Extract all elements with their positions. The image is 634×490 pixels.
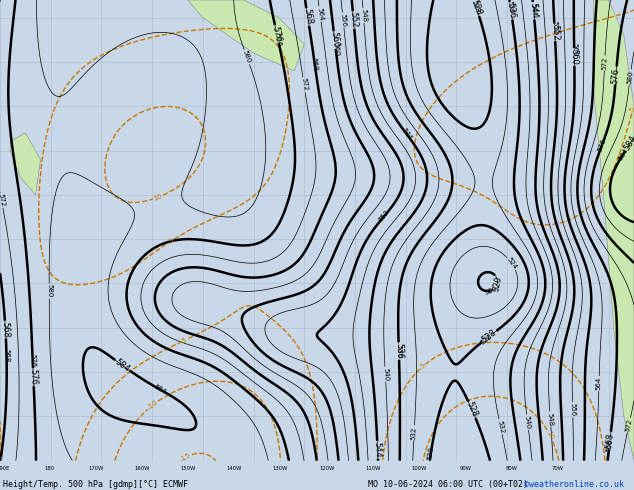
Text: 540: 540 — [382, 368, 389, 381]
Text: 150W: 150W — [181, 466, 196, 471]
Text: 568: 568 — [605, 432, 616, 449]
Text: 568: 568 — [605, 438, 613, 452]
Text: 552: 552 — [551, 21, 558, 35]
Text: 10: 10 — [153, 193, 164, 201]
Text: 572: 572 — [0, 193, 6, 207]
Text: 528: 528 — [465, 401, 479, 419]
Text: 580: 580 — [242, 49, 252, 64]
Text: -5: -5 — [629, 105, 634, 114]
Text: 568: 568 — [3, 349, 10, 363]
Text: 160W: 160W — [134, 466, 150, 471]
Text: 10: 10 — [545, 429, 555, 440]
Text: 572: 572 — [300, 78, 308, 92]
Polygon shape — [593, 0, 634, 461]
Text: 568: 568 — [1, 321, 10, 338]
Text: 552: 552 — [550, 24, 560, 41]
Text: 560: 560 — [571, 43, 577, 56]
Text: 70W: 70W — [552, 466, 564, 471]
Text: 556: 556 — [339, 13, 347, 27]
Text: ©weatheronline.co.uk: ©weatheronline.co.uk — [524, 480, 624, 489]
Text: 580: 580 — [46, 285, 52, 298]
Text: MO 10-06-2024 06:00 UTC (00+T02): MO 10-06-2024 06:00 UTC (00+T02) — [368, 480, 527, 489]
Text: 552: 552 — [378, 209, 391, 223]
Text: 536: 536 — [394, 343, 404, 359]
Text: 120W: 120W — [319, 466, 335, 471]
Text: 560: 560 — [332, 42, 340, 56]
Text: 540: 540 — [524, 415, 531, 429]
Text: 520: 520 — [491, 275, 503, 292]
Text: 544: 544 — [530, 2, 537, 16]
Text: 528: 528 — [470, 0, 481, 13]
Text: 5: 5 — [0, 455, 3, 460]
Text: 576: 576 — [611, 67, 621, 84]
Text: 564: 564 — [596, 377, 602, 390]
Text: 532: 532 — [496, 419, 505, 434]
Text: 130W: 130W — [273, 466, 288, 471]
Text: 576: 576 — [271, 25, 283, 43]
Text: 528: 528 — [479, 333, 493, 345]
Text: 100W: 100W — [411, 466, 427, 471]
Polygon shape — [10, 133, 41, 195]
Polygon shape — [188, 0, 304, 71]
Text: 548: 548 — [547, 412, 553, 426]
Text: 556: 556 — [569, 403, 576, 416]
Text: 576: 576 — [597, 138, 607, 152]
Text: 170W: 170W — [88, 466, 103, 471]
Text: 536: 536 — [507, 0, 515, 15]
Text: 568: 568 — [302, 8, 313, 25]
Text: 524: 524 — [506, 256, 518, 270]
Text: 584: 584 — [113, 357, 131, 374]
Text: 584: 584 — [623, 134, 634, 152]
Text: 140W: 140W — [226, 466, 242, 471]
Text: 528: 528 — [427, 446, 435, 460]
Text: 180: 180 — [44, 466, 55, 471]
Text: 568: 568 — [311, 58, 319, 72]
Text: 560: 560 — [329, 32, 340, 49]
Text: 560: 560 — [570, 49, 579, 65]
Text: 528: 528 — [469, 0, 483, 17]
Text: 572: 572 — [624, 418, 633, 432]
Text: Height/Temp. 500 hPa [gdmp][°C] ECMWF: Height/Temp. 500 hPa [gdmp][°C] ECMWF — [3, 480, 188, 489]
Text: 5: 5 — [168, 237, 175, 245]
Text: 544: 544 — [400, 127, 413, 141]
Text: 576: 576 — [29, 354, 36, 368]
Text: 564: 564 — [316, 7, 324, 21]
Text: 544: 544 — [373, 442, 382, 458]
Text: 536: 536 — [505, 2, 517, 19]
Text: 536: 536 — [396, 344, 402, 358]
Text: 528: 528 — [481, 328, 498, 345]
Text: -10: -10 — [146, 399, 159, 411]
Text: 584: 584 — [617, 147, 629, 162]
Text: 520: 520 — [484, 285, 498, 295]
Text: 548: 548 — [360, 9, 367, 22]
Text: -15: -15 — [179, 452, 192, 463]
Text: 80W: 80W — [506, 466, 518, 471]
Text: 576: 576 — [29, 369, 38, 385]
Text: 580: 580 — [626, 70, 634, 84]
Text: 90W: 90W — [460, 466, 472, 471]
Text: 552: 552 — [348, 12, 359, 28]
Text: 544: 544 — [528, 2, 539, 19]
Text: 5: 5 — [419, 363, 426, 370]
Text: 576: 576 — [274, 32, 282, 47]
Text: 190E: 190E — [0, 466, 10, 471]
Text: 572: 572 — [601, 56, 608, 70]
Text: 532: 532 — [411, 426, 418, 440]
Text: 110W: 110W — [365, 466, 380, 471]
Text: -5: -5 — [180, 336, 189, 344]
Text: 584: 584 — [153, 384, 167, 395]
